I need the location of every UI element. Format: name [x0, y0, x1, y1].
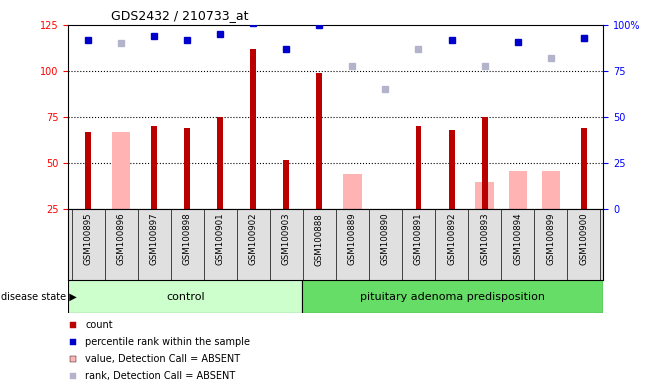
Text: GSM100892: GSM100892 [447, 213, 456, 265]
Text: GSM100893: GSM100893 [480, 213, 489, 265]
Bar [217, 117, 223, 209]
Text: count: count [85, 320, 113, 330]
Bar [112, 132, 130, 209]
Bar [68, 280, 303, 313]
Text: GSM100903: GSM100903 [282, 213, 291, 265]
Bar [482, 117, 488, 209]
Text: GSM100890: GSM100890 [381, 213, 390, 265]
Text: GDS2432 / 210733_at: GDS2432 / 210733_at [111, 9, 249, 22]
Bar [508, 170, 527, 209]
Text: GSM100897: GSM100897 [150, 213, 159, 265]
Bar [184, 128, 190, 209]
Bar [475, 182, 493, 209]
Text: GSM100900: GSM100900 [579, 213, 588, 265]
Text: value, Detection Call = ABSENT: value, Detection Call = ABSENT [85, 354, 240, 364]
Text: GSM100899: GSM100899 [546, 213, 555, 265]
Text: GSM100895: GSM100895 [84, 213, 92, 265]
Bar [581, 128, 587, 209]
Text: GSM100894: GSM100894 [513, 213, 522, 265]
Text: GSM100902: GSM100902 [249, 213, 258, 265]
Bar [85, 132, 91, 209]
Text: control: control [166, 291, 204, 302]
Text: GSM100901: GSM100901 [215, 213, 225, 265]
Bar [449, 130, 454, 209]
Text: percentile rank within the sample: percentile rank within the sample [85, 337, 250, 347]
Bar [316, 73, 322, 209]
Text: GSM100898: GSM100898 [183, 213, 192, 265]
Text: GSM100888: GSM100888 [315, 213, 324, 266]
Text: GSM100889: GSM100889 [348, 213, 357, 265]
Bar [303, 280, 603, 313]
Bar [542, 170, 560, 209]
Bar [151, 126, 157, 209]
Bar [283, 159, 289, 209]
Text: disease state ▶: disease state ▶ [1, 291, 77, 302]
Text: pituitary adenoma predisposition: pituitary adenoma predisposition [361, 291, 546, 302]
Text: rank, Detection Call = ABSENT: rank, Detection Call = ABSENT [85, 371, 236, 381]
Text: GSM100896: GSM100896 [117, 213, 126, 265]
Text: GSM100891: GSM100891 [414, 213, 423, 265]
Bar [343, 174, 361, 209]
Bar [251, 49, 256, 209]
Bar [415, 126, 421, 209]
